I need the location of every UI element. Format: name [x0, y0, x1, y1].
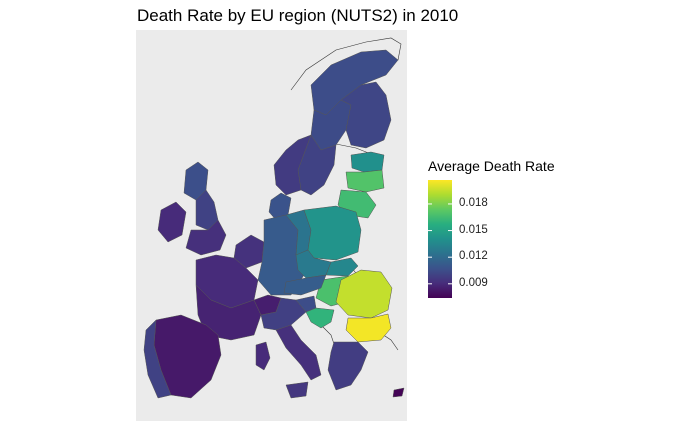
legend-tick-label: 0.009	[459, 276, 488, 289]
legend-colorbar	[428, 180, 452, 298]
region-sardinia	[255, 341, 271, 371]
legend-title: Average Death Rate	[428, 158, 555, 174]
region-latvia	[345, 169, 385, 193]
region-romania	[335, 269, 393, 319]
choropleth-map	[143, 37, 405, 399]
region-sicily	[285, 381, 309, 399]
region-southern-italy	[275, 324, 322, 381]
legend-tick-marks	[428, 203, 452, 285]
region-slovakia	[325, 257, 359, 277]
region-portugal	[143, 319, 172, 399]
outline-north-russia	[290, 37, 402, 91]
region-austria	[283, 274, 327, 296]
region-southern-norway	[273, 134, 312, 196]
legend-tick-label: 0.018	[459, 196, 488, 209]
legend-gradient	[428, 180, 452, 298]
region-estonia	[350, 151, 385, 173]
region-croatia	[305, 307, 335, 329]
map-title: Death Rate by EU region (NUTS2) in 2010	[137, 6, 459, 25]
region-ireland	[157, 201, 187, 243]
region-england-south	[185, 219, 227, 256]
legend-tick-label: 0.012	[459, 250, 488, 263]
region-finland	[340, 81, 392, 149]
legend-tick-label: 0.015	[459, 223, 488, 236]
region-poland	[303, 205, 362, 261]
region-greece	[327, 341, 369, 391]
region-cyprus	[392, 387, 405, 398]
region-bulgaria	[345, 313, 392, 343]
